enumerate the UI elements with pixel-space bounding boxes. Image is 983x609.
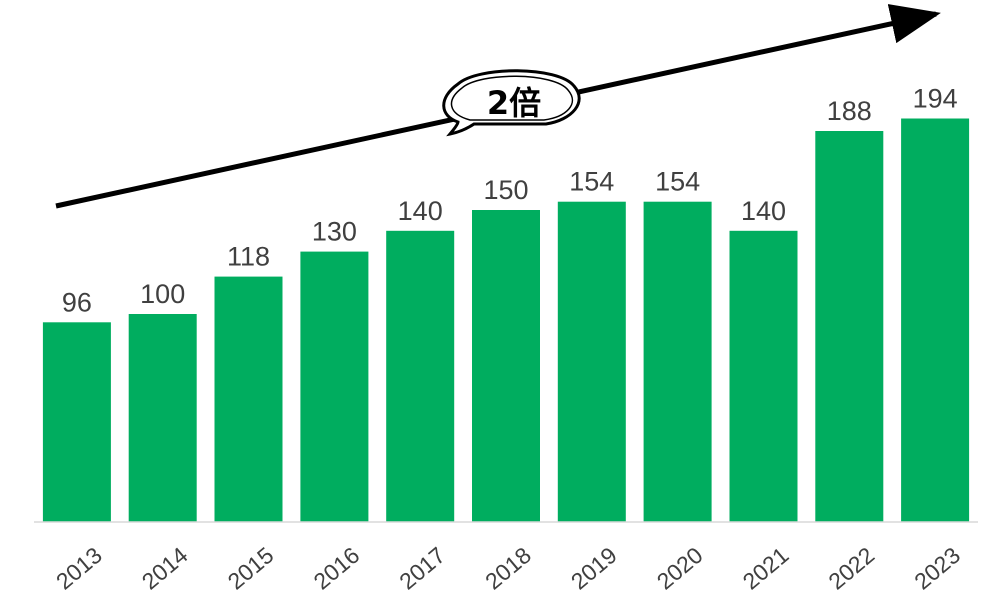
x-tick-label-2023: 2023	[909, 542, 965, 595]
bar-2022	[815, 131, 884, 522]
bar-2013	[42, 322, 111, 522]
x-tick-label-2021: 2021	[738, 542, 794, 595]
x-tick-label-2015: 2015	[223, 542, 279, 595]
callout-bubble-inner	[450, 75, 574, 121]
value-label-2022: 188	[827, 96, 872, 126]
value-label-2023: 194	[913, 84, 958, 114]
x-tick-label-2016: 2016	[308, 542, 364, 595]
callout-bubble	[442, 69, 581, 137]
bars-group	[42, 118, 970, 523]
x-tick-label-2017: 2017	[394, 542, 450, 595]
value-label-2016: 130	[312, 217, 357, 247]
x-tick-label-2022: 2022	[823, 542, 879, 595]
callout-text: 2倍	[487, 84, 541, 122]
x-tick-labels-group: 2013 2014 2015 2016 2017 2018 2019 2020 2021 2022…	[51, 542, 965, 595]
x-tick-label-2013: 2013	[51, 542, 107, 595]
bar-2017	[386, 230, 455, 523]
value-label-2014: 100	[140, 279, 185, 309]
value-label-2013: 96	[62, 287, 92, 317]
bar-2020	[643, 201, 712, 522]
value-label-2017: 140	[398, 196, 443, 226]
bar-2018	[472, 210, 540, 522]
x-tick-label-2018: 2018	[480, 542, 536, 595]
bar-2021	[729, 230, 798, 523]
bar-2023	[901, 118, 970, 522]
x-tick-label-2014: 2014	[137, 542, 193, 595]
doubling-callout: 2倍	[442, 69, 581, 137]
value-label-2020: 154	[655, 167, 700, 197]
value-label-2018: 150	[483, 175, 528, 205]
value-labels-group: 96 100 118 130 140 150 154 154 140 188 194	[62, 84, 958, 318]
value-label-2021: 140	[741, 196, 786, 226]
bar-2019	[557, 201, 626, 522]
x-tick-label-2020: 2020	[652, 542, 708, 595]
value-label-2019: 154	[569, 167, 614, 197]
x-tick-label-2019: 2019	[566, 542, 622, 595]
value-label-2015: 118	[227, 242, 270, 272]
bar-2016	[300, 251, 369, 522]
bar-2014	[128, 314, 197, 522]
bar-2015	[214, 276, 283, 522]
